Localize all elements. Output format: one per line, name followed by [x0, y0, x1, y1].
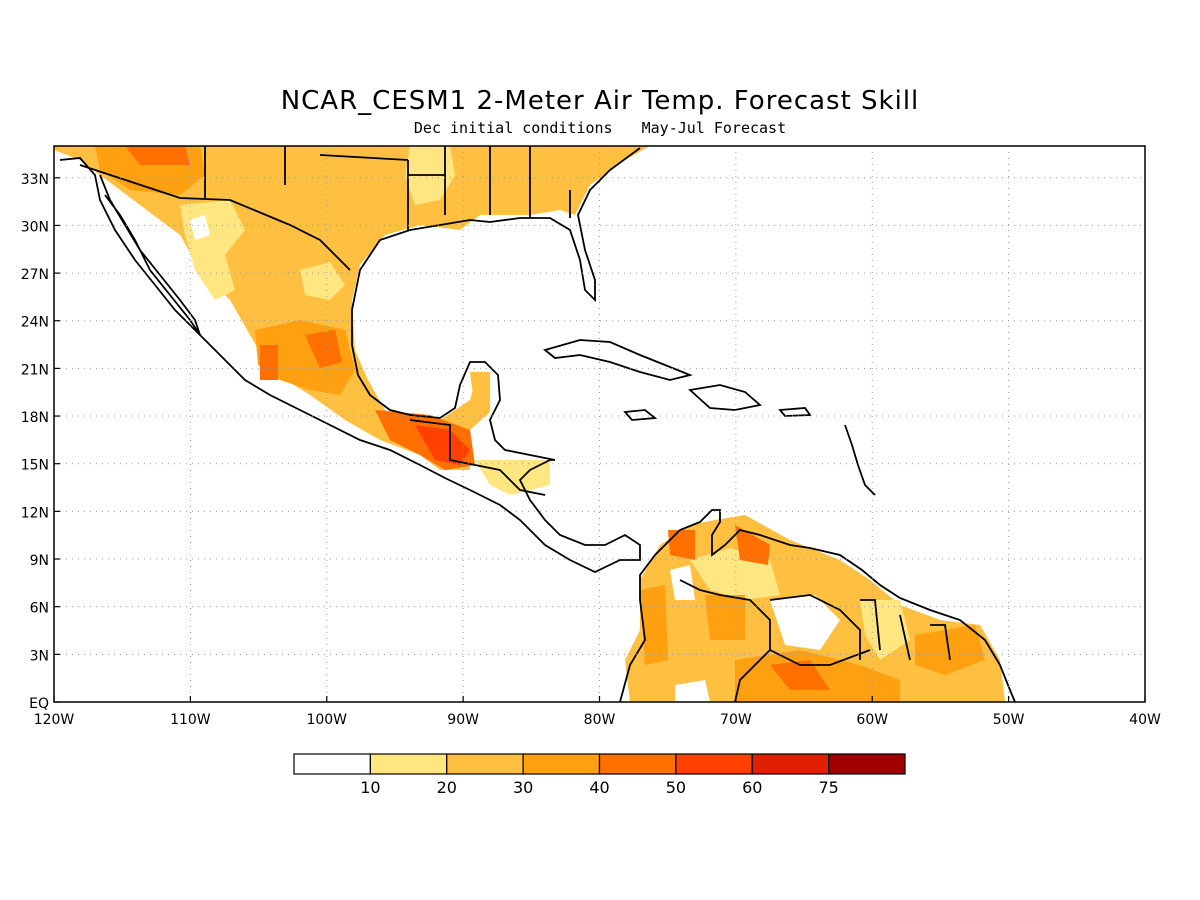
- mexico-shade-white: [190, 215, 210, 240]
- lat-label-18N: 18N: [21, 410, 49, 426]
- southamerica-shade-dark-6: [915, 625, 985, 675]
- southamerica-shade-dark-5: [770, 660, 830, 690]
- jamaica-coastline: [623, 409, 658, 421]
- skill-shading: [54, 146, 1005, 702]
- colorbar-label-10: 10: [360, 778, 380, 797]
- colorbar-swatch-7: [751, 753, 830, 775]
- lon-label-100W: 100W: [306, 712, 347, 728]
- lat-label-3N: 3N: [30, 648, 49, 664]
- lon-label-90W: 90W: [447, 712, 479, 728]
- southamerica-shade-dark-2: [668, 530, 695, 560]
- lat-label-EQ: EQ: [29, 696, 49, 712]
- hispaniola-coastline: [688, 384, 762, 411]
- lon-label-60W: 60W: [856, 712, 888, 728]
- colorbar: 10 20 30 40 50 60 75: [293, 753, 906, 797]
- colorbar-label-75: 75: [818, 778, 838, 797]
- colorbar-swatch-8: [828, 753, 906, 775]
- lon-label-70W: 70W: [720, 712, 752, 728]
- lat-label-21N: 21N: [21, 362, 49, 378]
- puerto-rico-coastline: [778, 407, 812, 417]
- lon-label-120W: 120W: [34, 712, 75, 728]
- colorbar-swatch-4: [522, 753, 601, 775]
- lon-label-50W: 50W: [993, 712, 1025, 728]
- lat-label-30N: 30N: [21, 219, 49, 235]
- lat-label-9N: 9N: [30, 553, 49, 569]
- subtitle-initial-conditions: Dec initial conditions: [413, 119, 613, 137]
- colorbar-swatch-5: [598, 753, 677, 775]
- cuba-coastline: [543, 339, 693, 381]
- colorbar-swatch-2: [369, 753, 448, 775]
- colorbar-label-50: 50: [666, 778, 686, 797]
- south-america-coastline: [619, 509, 1016, 702]
- colorbar-swatch-1: [293, 753, 371, 775]
- lat-label-6N: 6N: [30, 601, 49, 617]
- lat-label-12N: 12N: [21, 505, 49, 521]
- colorbar-label-30: 30: [513, 778, 533, 797]
- baja-coastline: [99, 174, 201, 336]
- mexico-shade-light-3: [300, 262, 345, 300]
- centralamerica-shade-4: [470, 372, 490, 410]
- southamerica-shade-dark-1: [640, 585, 668, 665]
- lat-label-33N: 33N: [21, 172, 49, 188]
- us-mexico-border: [79, 164, 351, 271]
- colorbar-label-20: 20: [437, 778, 457, 797]
- axis-ticks: 120W 110W 100W 90W 80W 70W 60W 50W 40W EQ 3N 6N 9N 12…: [21, 172, 1161, 728]
- us-state-borders: [204, 146, 571, 230]
- lon-label-40W: 40W: [1129, 712, 1161, 728]
- colorbar-label-40: 40: [589, 778, 609, 797]
- colorbar-swatch-3: [446, 753, 524, 775]
- lat-label-24N: 24N: [21, 315, 49, 331]
- south-america-borders: [679, 579, 951, 702]
- mexico-shade-dark-2: [125, 146, 190, 165]
- map-title: NCAR_CESM1 2-Meter Air Temp. Forecast Sk…: [280, 86, 920, 116]
- north-america-coastline: [59, 147, 641, 573]
- southamerica-shade-white-1: [770, 595, 840, 650]
- coastlines: [59, 146, 1016, 702]
- mexico-shade-dark-5: [260, 345, 278, 380]
- southamerica-shade-white-2: [670, 565, 695, 600]
- centralamerica-shade-2: [415, 425, 470, 465]
- lon-label-80W: 80W: [584, 712, 616, 728]
- subtitle-forecast-period: May-Jul Forecast: [641, 119, 787, 137]
- lon-label-110W: 110W: [170, 712, 211, 728]
- mexico-shade-dark-4: [305, 330, 342, 368]
- southamerica-shade-dark-7: [705, 595, 745, 640]
- southamerica-shade-dark-3: [735, 525, 770, 565]
- colorbar-label-60: 60: [742, 778, 762, 797]
- central-america-borders: [409, 419, 546, 496]
- map-subtitle: Dec initial conditions May-Jul Forecast: [0, 119, 1200, 137]
- lesser-antilles: [844, 424, 876, 496]
- lat-label-27N: 27N: [21, 267, 49, 283]
- colorbar-swatch-6: [675, 753, 753, 775]
- lat-label-15N: 15N: [21, 458, 49, 474]
- southamerica-shade-white-3: [675, 680, 710, 702]
